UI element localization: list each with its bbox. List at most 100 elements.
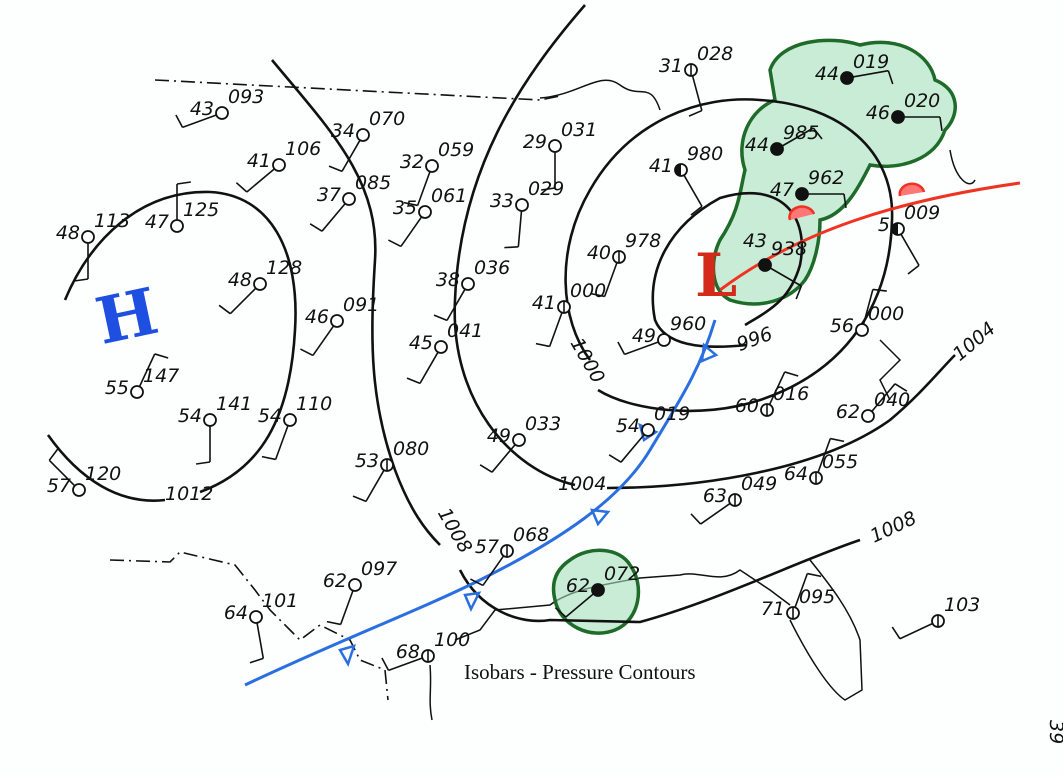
wind-barb <box>416 171 431 206</box>
station-pressure: 113 <box>94 210 130 232</box>
station-pressure: 020 <box>904 90 940 112</box>
wind-barb <box>341 139 361 172</box>
wind-barb <box>48 459 76 487</box>
station-temperature: 44 <box>815 63 839 85</box>
wind-barb-feather <box>74 278 89 282</box>
wind-barb-feather <box>843 193 847 208</box>
wind-barb <box>312 325 335 356</box>
sky-cover-circle <box>855 323 869 337</box>
station-pressure: 978 <box>625 230 661 252</box>
station-pressure: 028 <box>697 43 733 65</box>
station-model: 62 072 <box>554 563 640 618</box>
wind-barb-feather <box>470 578 484 587</box>
wind-barb <box>138 353 156 387</box>
wind-barb-feather <box>795 285 803 300</box>
station-model: 34 070 <box>328 108 405 173</box>
wind-barb <box>517 210 523 247</box>
station-model: 32 059 <box>400 139 474 207</box>
wind-barb-feather <box>784 371 799 377</box>
station-temperature: 62 <box>836 401 860 423</box>
sky-cover-circle <box>330 314 344 328</box>
station-temperature: 35 <box>393 197 417 219</box>
wind-barb-feather <box>812 127 823 140</box>
station-model: 43 093 <box>175 86 264 129</box>
wind-barb-feather <box>48 448 59 461</box>
isobar-label: 1008 <box>867 507 920 547</box>
station-model: 46 091 <box>300 294 379 357</box>
station-model: 103 <box>891 594 980 640</box>
station-model: 62 097 <box>323 558 397 626</box>
station-model: 41 000 <box>532 280 606 348</box>
station-model: 45 041 <box>406 320 483 385</box>
wind-barb-feather <box>617 341 626 355</box>
station-pressure: 009 <box>904 202 940 224</box>
isobar-label: 1004 <box>558 473 606 495</box>
station-temperature: 54 <box>258 405 282 427</box>
station-model: 29 031 <box>523 119 597 191</box>
station-pressure: 103 <box>944 594 980 616</box>
station-pressure: 128 <box>266 257 302 279</box>
wind-barb <box>691 75 703 111</box>
station-model: 56 000 <box>830 288 904 337</box>
wind-barb-feather <box>261 455 276 461</box>
station-temperature: 53 <box>355 450 379 472</box>
wind-barb <box>365 469 385 502</box>
sky-cover-circle <box>81 230 95 244</box>
wind-barb-feather <box>433 314 448 322</box>
station-temperature: 56 <box>830 315 854 337</box>
station-temperature: 71 <box>761 598 785 620</box>
station-pressure: 147 <box>143 365 179 387</box>
station-temperature: 64 <box>784 463 808 485</box>
wind-barb-feather <box>907 264 920 275</box>
isobar-label: 1000 <box>566 334 609 387</box>
station-model: 5 009 <box>878 202 940 275</box>
wind-barb-feather <box>830 437 845 443</box>
station-temperature: 49 <box>487 425 511 447</box>
station-pressure: 016 <box>773 383 809 405</box>
wind-barb <box>794 573 809 608</box>
wind-barb-feather <box>381 657 390 671</box>
sky-cover-circle <box>641 423 655 437</box>
wind-barb-feather <box>406 377 421 385</box>
cold-front <box>244 319 719 687</box>
station-pressure: 960 <box>670 313 706 335</box>
map-caption: Isobars - Pressure Contours <box>464 660 696 684</box>
sky-cover-circle <box>861 409 875 423</box>
wind-barb <box>229 287 257 315</box>
wind-barb-feather <box>608 454 622 463</box>
wind-barb <box>256 622 265 659</box>
sky-cover-circle <box>215 106 229 120</box>
wind-barb-feather <box>196 461 211 465</box>
station-pressure: 985 <box>783 122 819 144</box>
station-pressure: 033 <box>525 413 561 435</box>
station-temperature: 43 <box>743 230 767 252</box>
wind-barb <box>620 434 645 463</box>
wind-barb-feather <box>328 165 343 173</box>
wind-barb <box>871 383 896 412</box>
isobar-1000 <box>564 98 894 413</box>
station-pressure: 049 <box>741 473 777 495</box>
sky-cover-circle <box>657 333 671 347</box>
station-model: 49 960 <box>617 313 706 356</box>
wind-barb <box>899 622 933 640</box>
station-temperature: 33 <box>490 190 514 212</box>
station-pressure: 100 <box>434 629 470 651</box>
station-temperature: 37 <box>317 184 341 206</box>
station-pressure: 962 <box>808 167 844 189</box>
station-model: 63 049 <box>690 473 777 525</box>
sky-cover-circle <box>253 277 267 291</box>
sky-cover-circle <box>72 483 86 497</box>
station-pressure: 120 <box>85 463 121 485</box>
wind-barb <box>274 425 289 460</box>
sky-cover-circle <box>342 192 356 206</box>
sky-cover-circle <box>512 433 526 447</box>
station-temperature: 41 <box>649 155 673 177</box>
wind-barb <box>565 593 594 618</box>
station-pressure: 093 <box>228 86 264 108</box>
wind-barb-feather <box>309 223 323 232</box>
wind-barb-feather <box>175 114 184 128</box>
sky-cover-circle <box>425 159 439 173</box>
wind-barb <box>400 216 423 247</box>
